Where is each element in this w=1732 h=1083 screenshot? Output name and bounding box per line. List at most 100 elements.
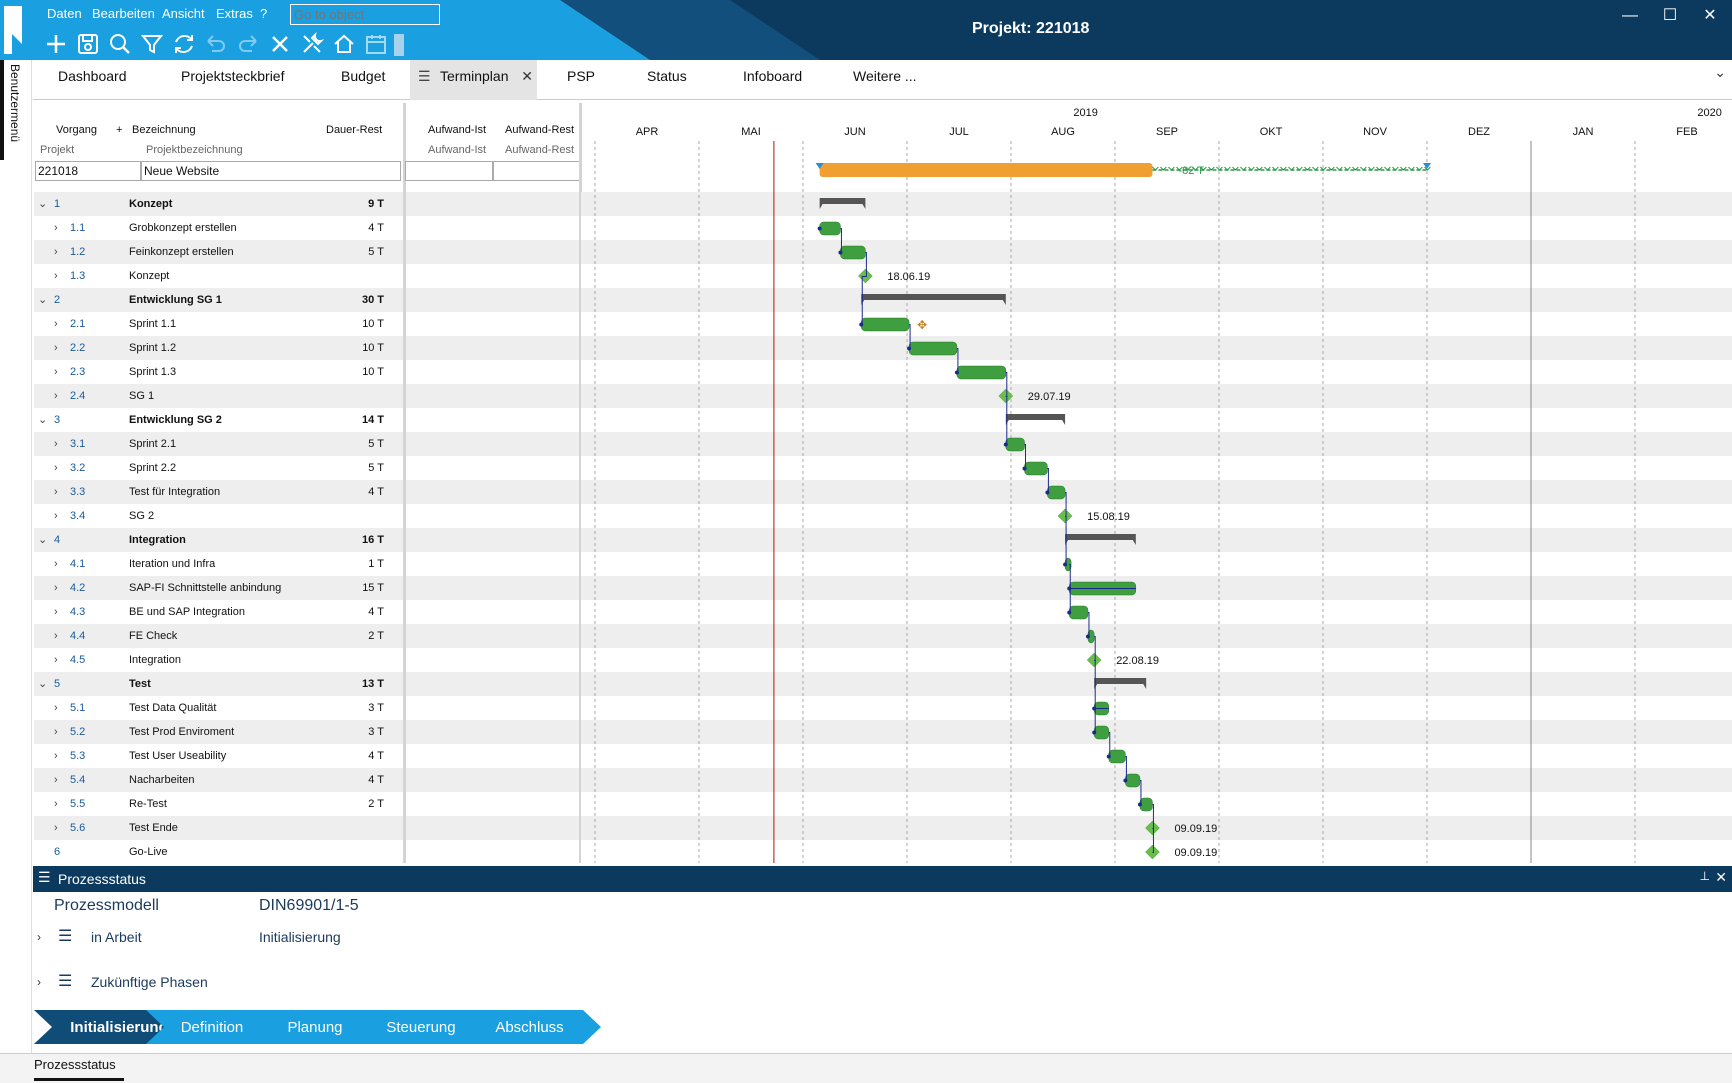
expand-chevron-icon[interactable]: › — [54, 342, 58, 354]
pin-icon[interactable]: ⊥ — [1699, 869, 1710, 883]
task-name[interactable]: Test — [129, 678, 151, 690]
expand-chevron-icon[interactable]: › — [54, 654, 58, 666]
task-name[interactable]: Sprint 2.2 — [129, 462, 177, 474]
task-id[interactable]: 5.1 — [70, 702, 86, 714]
summary-bar[interactable] — [861, 294, 1006, 300]
expand-chevron-icon[interactable]: › — [54, 726, 58, 738]
phase-chevron[interactable] — [246, 1010, 384, 1044]
task-id[interactable]: 1.1 — [70, 222, 86, 234]
task-name[interactable]: Sprint 1.2 — [129, 342, 177, 354]
side-menu-label[interactable]: Benutzermenü — [8, 64, 22, 143]
expand-chevron-icon[interactable]: › — [54, 246, 58, 258]
task-bar[interactable] — [1005, 437, 1025, 452]
task-bar[interactable] — [1093, 725, 1110, 740]
task-name[interactable]: BE und SAP Integration — [129, 606, 245, 618]
task-id[interactable]: 4 — [54, 534, 61, 546]
redo-icon[interactable] — [236, 32, 260, 56]
task-bar[interactable] — [956, 365, 1007, 380]
delete-icon[interactable] — [268, 32, 292, 56]
add-icon[interactable] — [44, 32, 68, 56]
task-bar[interactable] — [908, 341, 958, 356]
task-id[interactable]: 5 — [54, 678, 61, 690]
collapse-chevron-icon[interactable]: ⌄ — [38, 198, 48, 210]
expand-chevron-icon[interactable]: › — [54, 390, 58, 402]
task-name[interactable]: Test User Useability — [129, 750, 227, 762]
refresh-icon[interactable] — [172, 32, 196, 56]
task-name[interactable]: Grobkonzept erstellen — [129, 222, 237, 234]
expand-chevron-icon[interactable]: › — [54, 366, 58, 378]
expand-chevron-icon[interactable]: › — [54, 630, 58, 642]
toolbar-overflow-icon[interactable] — [394, 34, 404, 56]
milestone-diamond[interactable] — [1057, 508, 1073, 524]
calendar-icon[interactable] — [364, 32, 388, 56]
task-name[interactable]: Integration — [129, 654, 181, 666]
expand-chevron-icon[interactable]: › — [54, 774, 58, 786]
expand-chevron-icon[interactable]: › — [54, 798, 58, 810]
maximize-button[interactable]: ☐ — [1662, 7, 1678, 24]
task-id[interactable]: 3.2 — [70, 462, 86, 474]
task-name[interactable]: Nacharbeiten — [129, 774, 195, 786]
task-name[interactable]: SAP-FI Schnittstelle anbindung — [129, 582, 282, 594]
summary-bar[interactable] — [1094, 678, 1147, 684]
menu-icon[interactable]: ☰ — [418, 68, 431, 84]
close-panel-icon[interactable]: ✕ — [1715, 869, 1727, 885]
side-menu[interactable]: Benutzermenü — [0, 60, 32, 1083]
task-id[interactable]: 5.3 — [70, 750, 86, 762]
task-name[interactable]: Konzept — [129, 198, 173, 210]
chevron-down-icon[interactable]: ⌄ — [1714, 64, 1726, 80]
task-bar[interactable] — [860, 317, 910, 332]
collapse-chevron-icon[interactable]: ⌄ — [38, 534, 48, 546]
milestone-diamond[interactable] — [1086, 652, 1102, 668]
expand-chevron-icon[interactable]: › — [54, 558, 58, 570]
task-id[interactable]: 5.6 — [70, 822, 86, 834]
tab-terminplan[interactable]: ☰ Terminplan ✕ — [410, 60, 537, 100]
aufwand-rest-field[interactable] — [493, 161, 581, 181]
task-bar[interactable] — [1125, 773, 1141, 788]
task-name[interactable]: Test Prod Enviroment — [129, 726, 235, 738]
project-id-field[interactable]: 221018 — [35, 161, 141, 181]
grid-splitter[interactable] — [403, 103, 406, 863]
collapse-chevron-icon[interactable]: ⌄ — [38, 414, 48, 426]
task-id[interactable]: 1.3 — [70, 270, 86, 282]
menu-ansicht[interactable]: Ansicht — [162, 6, 205, 21]
search-icon[interactable] — [108, 32, 132, 56]
col-aufwand-rest[interactable]: Aufwand-Rest — [505, 124, 575, 136]
col-bezeichnung[interactable]: Bezeichnung — [132, 124, 196, 136]
milestone-diamond[interactable] — [1145, 844, 1160, 860]
project-bar[interactable] — [819, 163, 1153, 177]
task-bar[interactable] — [1047, 485, 1066, 500]
task-id[interactable]: 4.2 — [70, 582, 86, 594]
task-id[interactable]: 4.1 — [70, 558, 86, 570]
task-id[interactable]: 4.4 — [70, 630, 86, 642]
task-bar[interactable] — [1024, 461, 1048, 476]
expand-chevron-icon[interactable]: › — [37, 930, 41, 944]
task-id[interactable]: 4.5 — [70, 654, 86, 666]
tab-projektsteckbrief[interactable]: Projektsteckbrief — [181, 68, 285, 84]
task-name[interactable]: Sprint 2.1 — [129, 438, 177, 450]
add-column-icon[interactable]: + — [116, 124, 123, 136]
task-bar[interactable] — [1108, 749, 1126, 764]
task-name[interactable]: Entwicklung SG 1 — [129, 294, 222, 306]
status-bar-tab[interactable]: Prozessstatus — [34, 1057, 116, 1072]
task-name[interactable]: Sprint 1.3 — [129, 366, 177, 378]
menu-bearbeiten[interactable]: Bearbeiten — [92, 6, 155, 21]
tools-icon[interactable] — [300, 31, 325, 56]
expand-chevron-icon[interactable]: › — [54, 606, 58, 618]
home-icon[interactable] — [332, 32, 356, 56]
expand-chevron-icon[interactable]: › — [54, 582, 58, 594]
expand-chevron-icon[interactable]: › — [54, 222, 58, 234]
expand-chevron-icon[interactable]: › — [54, 438, 58, 450]
task-name[interactable]: Re-Test — [129, 798, 167, 810]
close-window-button[interactable]: ✕ — [1703, 7, 1717, 24]
task-id[interactable]: 3.4 — [70, 510, 86, 522]
task-name[interactable]: Iteration und Infra — [129, 558, 216, 570]
gantt-splitter[interactable] — [579, 103, 582, 863]
task-name[interactable]: Test Data Qualität — [129, 702, 217, 714]
col-vorgang[interactable]: Vorgang — [56, 124, 97, 136]
col-aufwand-ist[interactable]: Aufwand-Ist — [428, 124, 487, 136]
task-id[interactable]: 3.1 — [70, 438, 86, 450]
task-name[interactable]: Go-Live — [129, 846, 168, 858]
task-id[interactable]: 6 — [54, 846, 61, 858]
task-id[interactable]: 2 — [54, 294, 61, 306]
close-tab-icon[interactable]: ✕ — [521, 68, 533, 84]
